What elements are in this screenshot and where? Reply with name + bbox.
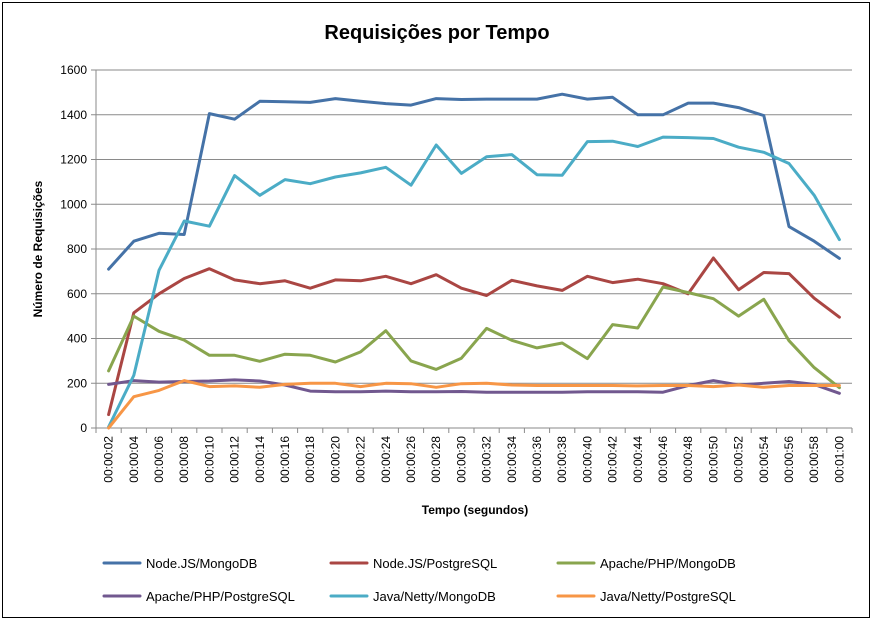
x-tick-label: 00:00:30 bbox=[454, 436, 468, 483]
y-tick-label: 400 bbox=[67, 332, 87, 346]
x-tick-label: 00:00:12 bbox=[228, 436, 242, 483]
series-line-5 bbox=[107, 379, 841, 430]
series-line-2 bbox=[107, 285, 841, 390]
x-tick-label: 00:00:22 bbox=[354, 436, 368, 483]
legend-label: Node.JS/MongoDB bbox=[146, 556, 257, 571]
series-line-4 bbox=[107, 135, 841, 429]
x-axis-title: Tempo (segundos) bbox=[422, 503, 528, 517]
y-tick-label: 800 bbox=[67, 242, 87, 256]
x-tick-label: 00:00:26 bbox=[404, 436, 418, 483]
x-tick-label: 00:00:56 bbox=[782, 436, 796, 483]
legend-label: Node.JS/PostgreSQL bbox=[373, 556, 497, 571]
legend-label: Apache/PHP/MongoDB bbox=[600, 556, 736, 571]
legend-label: Java/Netty/MongoDB bbox=[373, 589, 496, 604]
series-line-1 bbox=[107, 256, 841, 417]
x-tick-label: 00:00:28 bbox=[429, 436, 443, 483]
x-tick-label: 00:00:54 bbox=[757, 436, 771, 483]
x-tick-label: 00:01:00 bbox=[832, 436, 846, 483]
x-tick-label: 00:00:04 bbox=[127, 436, 141, 483]
y-axis-title: Número de Requisições bbox=[31, 180, 45, 317]
x-tick-label: 00:00:20 bbox=[328, 436, 342, 483]
x-tick-label: 00:00:38 bbox=[555, 436, 569, 483]
legend-item: Node.JS/MongoDB bbox=[102, 556, 257, 571]
series-line-3 bbox=[107, 378, 841, 395]
y-tick-label: 1000 bbox=[60, 197, 87, 211]
x-tick-label: 00:00:34 bbox=[505, 436, 519, 483]
x-tick-label: 00:00:40 bbox=[580, 436, 594, 483]
legend-item: Node.JS/PostgreSQL bbox=[329, 556, 497, 571]
x-tick-label: 00:00:46 bbox=[656, 436, 670, 483]
legend-item: Java/Netty/PostgreSQL bbox=[556, 589, 736, 604]
y-tick-label: 1600 bbox=[60, 63, 87, 77]
legend: Node.JS/MongoDB Node.JS/PostgreSQL Apache/… bbox=[102, 556, 736, 604]
x-tick-label: 00:00:52 bbox=[732, 436, 746, 483]
x-tick-label: 00:00:18 bbox=[303, 436, 317, 483]
series-lines bbox=[107, 92, 841, 430]
y-tick-label: 1400 bbox=[60, 108, 87, 122]
series-line-0 bbox=[107, 92, 841, 271]
legend-item: Apache/PHP/PostgreSQL bbox=[102, 589, 295, 604]
x-axis-ticks: 00:00:02 00:00:04 00:00:06 00:00:08 00:00:10… bbox=[95, 428, 853, 483]
y-axis-ticks: 0 200 400 600 800 1000 1200 1400 1600 bbox=[60, 63, 96, 435]
y-tick-label: 200 bbox=[67, 376, 87, 390]
x-tick-label: 00:00:44 bbox=[631, 436, 645, 483]
legend-item: Apache/PHP/MongoDB bbox=[556, 556, 736, 571]
x-tick-label: 00:00:48 bbox=[681, 436, 695, 483]
x-tick-label: 00:00:36 bbox=[530, 436, 544, 483]
x-tick-label: 00:00:10 bbox=[202, 436, 216, 483]
x-tick-label: 00:00:14 bbox=[253, 436, 267, 483]
y-tick-label: 1200 bbox=[60, 153, 87, 167]
y-tick-label: 600 bbox=[67, 287, 87, 301]
axes bbox=[95, 70, 852, 429]
x-tick-label: 00:00:50 bbox=[706, 436, 720, 483]
x-tick-label: 00:00:24 bbox=[379, 436, 393, 483]
y-tick-label: 0 bbox=[80, 421, 87, 435]
x-tick-label: 00:00:16 bbox=[278, 436, 292, 483]
x-tick-label: 00:00:32 bbox=[480, 436, 494, 483]
x-tick-label: 00:00:58 bbox=[807, 436, 821, 483]
x-tick-label: 00:00:02 bbox=[102, 436, 116, 483]
legend-label: Java/Netty/PostgreSQL bbox=[600, 589, 736, 604]
x-tick-label: 00:00:42 bbox=[606, 436, 620, 483]
legend-label: Apache/PHP/PostgreSQL bbox=[146, 589, 295, 604]
legend-item: Java/Netty/MongoDB bbox=[329, 589, 496, 604]
chart-title: Requisições por Tempo bbox=[324, 22, 549, 44]
x-tick-label: 00:00:06 bbox=[152, 436, 166, 483]
x-tick-label: 00:00:08 bbox=[177, 436, 191, 483]
